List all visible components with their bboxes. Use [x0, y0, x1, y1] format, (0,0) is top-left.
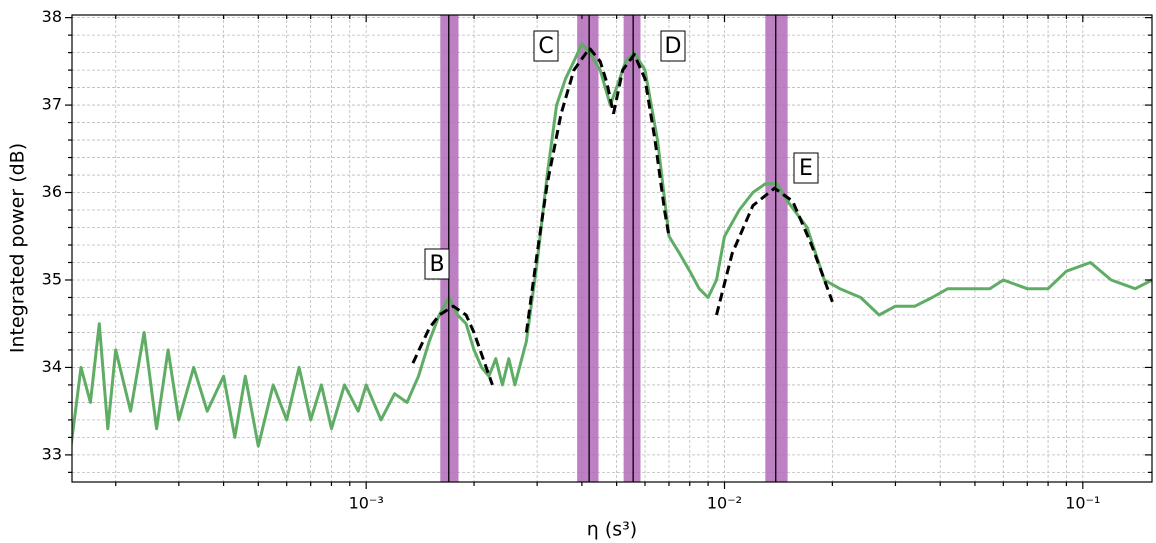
peak-label: C — [538, 34, 553, 59]
fit-line — [411, 46, 834, 386]
x-axis-label: η (s³) — [587, 519, 637, 541]
peak-band — [765, 15, 788, 482]
y-axis-label: Integrated power (dB) — [7, 143, 29, 353]
y-tick-label: 35 — [42, 269, 62, 288]
label-box — [660, 30, 686, 62]
y-tick-label: 33 — [42, 444, 62, 463]
y-tick-label: 36 — [42, 182, 62, 201]
plot-frame — [71, 14, 1153, 483]
x-tick-label: 10⁻³ — [349, 494, 384, 513]
peak-band — [623, 15, 641, 482]
peak-band — [577, 15, 599, 482]
y-tick-label: 34 — [42, 357, 62, 376]
label-box — [793, 152, 819, 184]
peak-label: E — [799, 156, 813, 181]
peak-label: B — [429, 252, 444, 277]
label-box — [533, 30, 559, 62]
peak-label: D — [665, 34, 682, 59]
y-tick-label: 37 — [42, 95, 62, 114]
x-tick-label: 10⁻¹ — [1065, 494, 1100, 513]
y-tick-label: 38 — [42, 7, 62, 26]
x-tick-label: 10⁻² — [707, 494, 742, 513]
label-box — [424, 248, 450, 280]
